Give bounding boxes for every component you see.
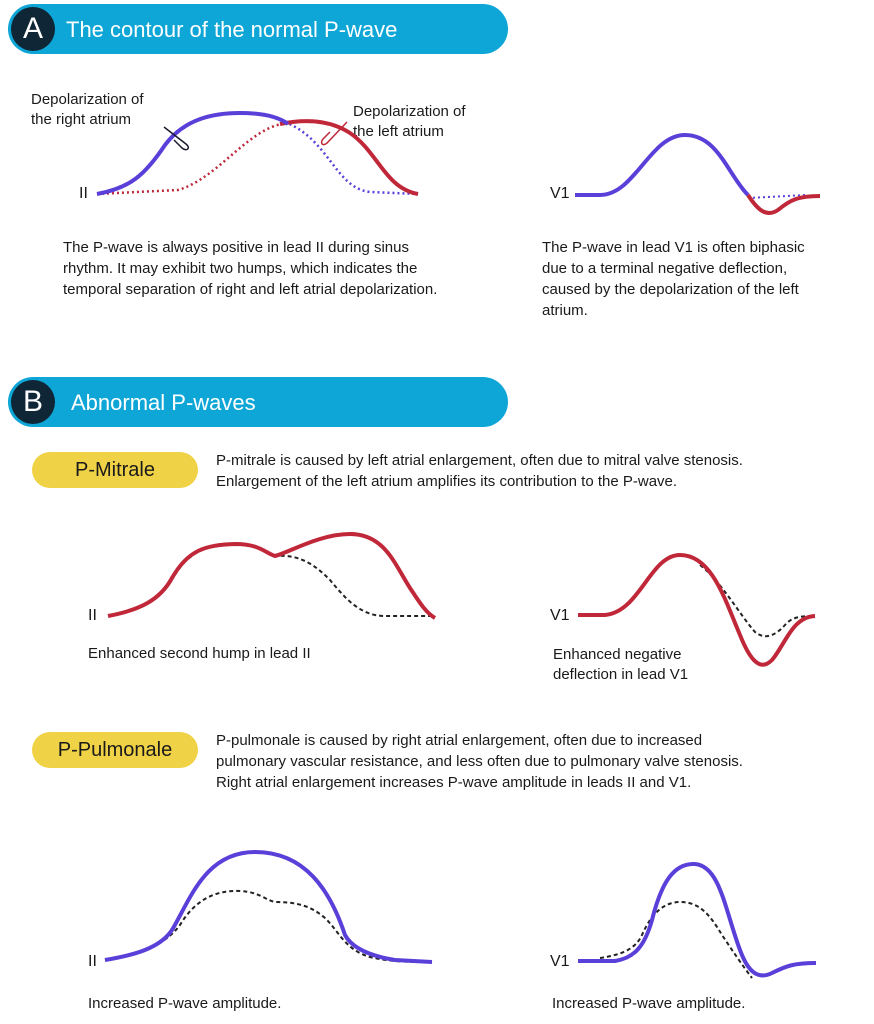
normal-ii-description-line2: rhythm. It may exhibit two humps, which …	[63, 260, 418, 277]
right-atrium-label-line2: the right atrium	[31, 111, 132, 128]
normal-v1-description-line3: caused by the depolarization of the left	[542, 281, 799, 298]
left-atrium-label-line1: Depolarization of	[353, 103, 466, 120]
right-atrium-label-line1: Depolarization of	[31, 91, 144, 108]
normal-ii-description-line1: The P-wave is always positive in lead II…	[63, 239, 409, 256]
p-mitrale-lead-v1	[578, 552, 816, 667]
right-atrium-pointer	[163, 126, 189, 151]
pulmonale-ii-normal-reference	[104, 889, 433, 963]
lead-ii-label-pulmonale: II	[88, 953, 97, 970]
mitrale-v1-normal-reference	[699, 564, 816, 638]
v1-positive-deflection	[575, 132, 750, 197]
p-mitrale-pill: P-Mitrale	[32, 452, 198, 488]
pulmonale-v1-trace	[578, 861, 817, 978]
p-pulmonale-description-line3: Right atrial enlargement increases P-wav…	[216, 774, 692, 791]
mitrale-v1-trace	[578, 552, 816, 667]
v1-negative-deflection	[746, 193, 821, 215]
p-pulmonale-ii-caption: Increased P-wave amplitude.	[88, 995, 282, 1012]
lead-ii-label-mitrale: II	[88, 607, 97, 624]
p-mitrale-v1-caption-line1: Enhanced negative	[553, 646, 682, 663]
p-mitrale-v1-caption-line2: deflection in lead V1	[553, 666, 689, 683]
lead-v1-label-normal: V1	[550, 185, 570, 202]
normal-v1-description-line1: The P-wave in lead V1 is often biphasic	[542, 239, 805, 256]
p-pulmonale-description-line1: P-pulmonale is caused by right atrial en…	[216, 732, 703, 749]
section-b-title: Abnormal P-waves	[71, 390, 256, 415]
normal-p-wave-lead-ii	[96, 110, 419, 196]
section-a-title: The contour of the normal P-wave	[66, 17, 398, 42]
section-b-letter: B	[11, 380, 55, 424]
normal-ii-description-line3: temporal separation of right and left at…	[63, 281, 438, 298]
left-atrium-solid-trace	[279, 119, 419, 196]
lead-ii-label-normal: II	[79, 185, 88, 202]
lead-v1-label-mitrale: V1	[550, 607, 570, 624]
pulmonale-v1-normal-reference	[599, 900, 753, 979]
p-pulmonale-v1-caption: Increased P-wave amplitude.	[552, 995, 746, 1012]
pulmonale-ii-trace	[104, 849, 433, 964]
normal-p-wave-lead-v1	[575, 132, 821, 215]
normal-v1-description-line2: due to a terminal negative deflection,	[542, 260, 788, 277]
right-atrium-solid-trace	[96, 110, 290, 196]
p-mitrale-description-line1: P-mitrale is caused by left atrial enlar…	[216, 452, 743, 469]
section-b-banner: B Abnormal P-waves	[8, 377, 508, 427]
p-pulmonale-description-line2: pulmonary vascular resistance, and less …	[216, 753, 743, 770]
p-mitrale-lead-ii	[107, 531, 437, 620]
left-atrium-pointer	[320, 121, 348, 146]
left-atrium-label-line2: the left atrium	[353, 123, 444, 140]
right-atrium-dotted-trace	[284, 120, 419, 196]
p-mitrale-ii-caption: Enhanced second hump in lead II	[88, 645, 311, 662]
lead-v1-label-pulmonale: V1	[550, 953, 570, 970]
section-a-letter: A	[11, 7, 55, 51]
mitrale-ii-trace	[107, 531, 437, 620]
p-mitrale-description-line2: Enlargement of the left atrium amplifies…	[216, 473, 678, 490]
p-pulmonale-pill: P-Pulmonale	[32, 732, 198, 768]
normal-v1-description-line4: atrium.	[542, 302, 588, 319]
section-a-banner: A The contour of the normal P-wave	[8, 4, 508, 54]
